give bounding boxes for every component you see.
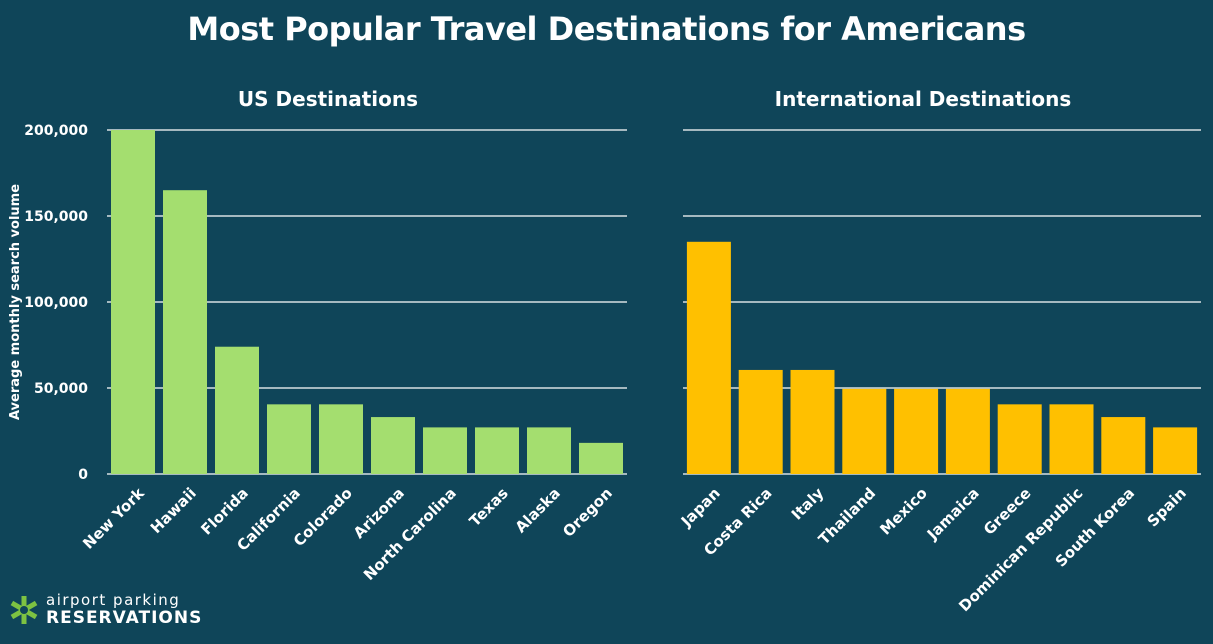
intl-bar-jamaica: [945, 388, 990, 474]
intl-bar-italy: [790, 369, 835, 474]
us-bar-alaska: [527, 427, 571, 474]
us-bar-new-york: [111, 130, 155, 474]
intl-x-tick-label: Japan: [677, 484, 724, 531]
us-y-tick-label: 150,000: [24, 209, 88, 225]
intl-bar-thailand: [842, 388, 887, 474]
us-bar-north-carolina: [423, 427, 467, 474]
us-x-tick-label: North Carolina: [360, 484, 460, 584]
us-bar-florida: [215, 346, 259, 474]
us-y-axis-label: Average monthly search volume: [8, 184, 23, 420]
intl-bar-japan: [686, 241, 731, 474]
intl-bar-greece: [997, 404, 1042, 474]
us-bar-texas: [475, 427, 519, 474]
logo-line1: airport parking: [46, 591, 181, 609]
us-x-tick-label: Texas: [466, 484, 512, 530]
intl-bar-mexico: [894, 388, 939, 474]
us-y-tick-label: 200,000: [24, 123, 88, 139]
us-y-tick-label: 0: [78, 467, 88, 483]
intl-bar-spain: [1153, 427, 1198, 474]
us-chart-title: US Destinations: [238, 87, 418, 111]
intl-x-tick-label: Thailand: [815, 484, 879, 548]
us-bar-california: [267, 404, 311, 474]
us-x-tick-label: Alaska: [512, 484, 564, 536]
us-x-tick-label: New York: [79, 483, 148, 552]
page-title: Most Popular Travel Destinations for Ame…: [187, 10, 1026, 48]
us-x-tick-label: Oregon: [559, 484, 616, 541]
us-x-tick-label: Hawaii: [147, 484, 200, 537]
intl-x-tick-label: Jamaica: [923, 484, 983, 544]
asterisk-icon: [10, 596, 38, 624]
intl-bar-dominican-republic: [1049, 404, 1094, 474]
logo-line2: RESERVATIONS: [46, 608, 203, 628]
us-bar-oregon: [579, 442, 623, 474]
intl-chart-title: International Destinations: [775, 87, 1072, 111]
intl-bar-costa-rica: [738, 369, 783, 474]
intl-bar-south-korea: [1101, 417, 1146, 474]
us-bar-arizona: [371, 417, 415, 474]
intl-x-tick-label: Spain: [1144, 484, 1190, 530]
us-bar-hawaii: [163, 190, 207, 474]
brand-logo: airport parking RESERVATIONS: [8, 590, 202, 630]
us-bar-colorado: [319, 404, 363, 474]
us-y-tick-label: 50,000: [34, 381, 88, 397]
us-y-tick-label: 100,000: [24, 295, 88, 311]
intl-x-tick-label: Italy: [788, 484, 828, 524]
